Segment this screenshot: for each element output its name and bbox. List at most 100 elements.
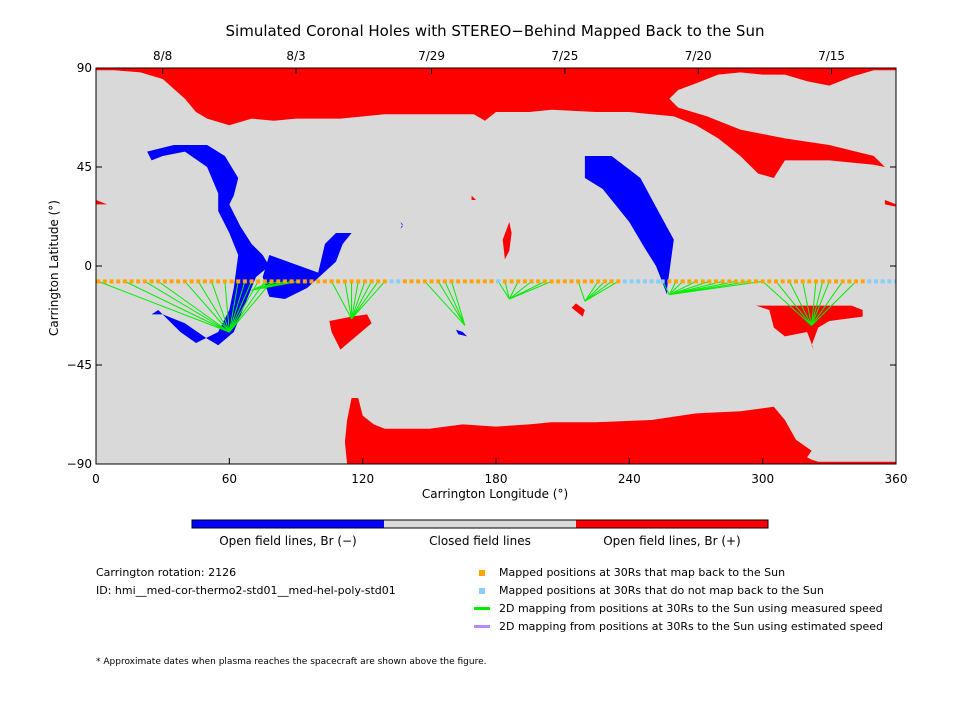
- unmapped-point-14: [887, 279, 892, 284]
- colorbar: Open field lines, Br (−) Closed field li…: [191, 519, 769, 548]
- mapping-line-7-1: [662, 281, 670, 295]
- unmapped-point-10: [660, 279, 665, 284]
- positive-coronal-hole-8: [96, 200, 108, 205]
- mapping-line-1-8: [224, 281, 230, 333]
- positive-coronal-hole-9: [884, 200, 896, 207]
- mapped-point-56: [476, 279, 481, 284]
- mapped-point-87: [734, 279, 738, 284]
- mapped-point-105: [854, 279, 858, 284]
- colorbar-negative: [192, 520, 384, 528]
- mapped-point-94: [780, 279, 785, 284]
- legend-estimated-label: 2D mapping from positions at 30Rs to the…: [499, 620, 884, 633]
- mapped-point-71: [582, 279, 587, 284]
- mapping-line-8-2: [775, 281, 812, 326]
- mapped-point-7: [136, 279, 141, 284]
- mapped-point-64: [536, 279, 541, 284]
- legend-mapped-marker: [479, 570, 485, 576]
- mapped-point-45: [402, 279, 407, 284]
- mapping-line-6-5: [584, 280, 619, 302]
- mapped-point-78: [674, 279, 678, 284]
- mapping-line-1-14: [228, 281, 272, 333]
- mapped-point-41: [362, 279, 367, 284]
- mapped-point-67: [556, 279, 561, 284]
- mapped-point-24: [249, 279, 254, 284]
- mapped-point-13: [176, 279, 181, 284]
- mapping-line-3-6: [351, 281, 372, 320]
- mapped-point-70: [576, 279, 581, 284]
- mapped-point-74: [602, 279, 607, 284]
- mapped-point-49: [429, 279, 434, 284]
- x-axis-label: Carrington Longitude (°): [422, 487, 568, 501]
- mapped-point-18: [209, 279, 214, 284]
- unmapped-point-5: [629, 279, 634, 284]
- mapped-point-14: [182, 279, 187, 284]
- mapped-point-103: [840, 279, 845, 284]
- mapping-line-8-1: [762, 281, 812, 326]
- mapped-point-86: [727, 279, 732, 284]
- mapping-line-8-9: [811, 281, 857, 326]
- mapped-point-72: [589, 279, 594, 284]
- mapping-line-1-5: [184, 281, 230, 333]
- negative-coronal-hole-1: [147, 145, 270, 346]
- positive-coronal-hole-7: [471, 195, 476, 200]
- colorbar-label-closed: Closed field lines: [429, 534, 531, 548]
- positive-coronal-hole-4: [329, 314, 372, 350]
- mapping-line-5-4: [509, 281, 532, 300]
- mapped-point-66: [549, 279, 554, 284]
- positive-coronal-hole-2: [96, 398, 896, 464]
- mapping-line-3-1: [331, 281, 352, 320]
- positive-coronal-hole-3: [756, 305, 863, 350]
- mapped-point-90: [754, 279, 758, 284]
- colorbar-label-negative: Open field lines, Br (−): [219, 534, 357, 548]
- unmapped-point-7: [642, 279, 647, 284]
- mapped-point-65: [542, 279, 547, 284]
- legend-measured-label: 2D mapping from positions at 30Rs to the…: [499, 602, 883, 615]
- model-id-text: ID: hmi__med-cor-thermo2-std01__med-hel-…: [96, 584, 396, 597]
- mapping-line-7-4: [669, 280, 697, 296]
- mapping-line-1-2: [124, 280, 230, 333]
- unmapped-point-2: [396, 279, 401, 284]
- mapped-point-81: [694, 279, 698, 284]
- mapped-point-26: [262, 279, 267, 284]
- mapped-point-69: [569, 279, 574, 284]
- chart-title: Simulated Coronal Holes with STEREO−Behi…: [226, 22, 765, 40]
- positive-coronal-hole-5: [571, 303, 585, 317]
- mapped-point-95: [787, 279, 792, 284]
- mapped-point-43: [376, 279, 381, 284]
- x-tick-label-180: 180: [485, 472, 508, 486]
- mapping-line-8-4: [802, 281, 813, 326]
- mapping-line-6-3: [584, 281, 606, 302]
- mapping-line-7-2: [668, 281, 677, 295]
- axes: 0 60 120 180 240 300 360 −90 −45 0 45 90 8/8 8/3 7/29 7…: [67, 49, 908, 486]
- mapped-point-40: [356, 279, 361, 284]
- mapped-point-32: [302, 279, 307, 284]
- mapped-point-98: [807, 279, 812, 284]
- mapped-point-97: [800, 279, 805, 284]
- legend-mapped-label: Mapped positions at 30Rs that map back t…: [499, 566, 786, 579]
- mapped-point-9: [149, 279, 154, 284]
- mapping-line-1-3: [144, 280, 230, 333]
- mapped-point-73: [596, 279, 601, 284]
- mapped-point-75: [609, 279, 614, 284]
- mapped-point-57: [482, 279, 487, 284]
- x-tick-label-360: 360: [885, 472, 908, 486]
- mapping-line-3-2: [344, 281, 353, 319]
- mapped-point-4: [116, 279, 121, 284]
- mapped-point-39: [349, 279, 354, 284]
- positive-coronal-hole-1: [96, 68, 896, 178]
- y-axis-label: Carrington Latitude (°): [47, 200, 61, 336]
- x-tick-label-300: 300: [751, 472, 774, 486]
- mapped-point-47: [416, 279, 421, 284]
- mapped-point-61: [516, 279, 521, 284]
- unmapped-point-13: [880, 279, 885, 284]
- mapped-point-100: [820, 279, 825, 284]
- mapping-line-6-2: [584, 281, 599, 302]
- top-date-label-3: 7/29: [418, 49, 445, 63]
- mapped-point-28: [276, 279, 281, 284]
- mapped-point-92: [767, 279, 772, 284]
- mapped-point-36: [329, 279, 334, 284]
- mapped-point-16: [196, 279, 201, 284]
- mapped-point-1: [96, 279, 101, 284]
- legend-unmapped-marker: [479, 588, 485, 594]
